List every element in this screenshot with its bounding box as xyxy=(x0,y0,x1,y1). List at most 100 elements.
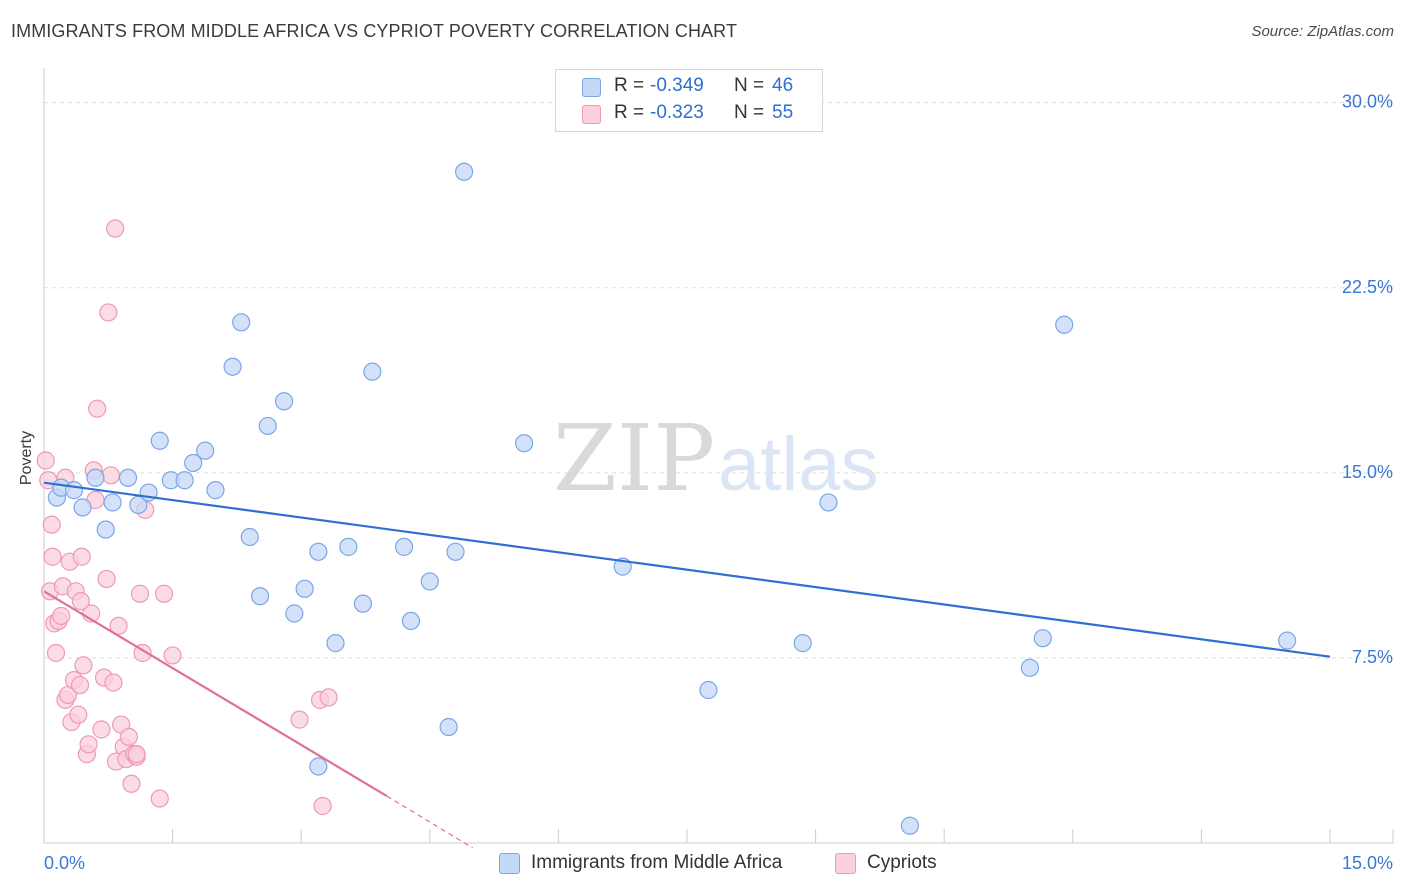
point-middle-africa xyxy=(274,392,294,411)
point-middle-africa xyxy=(326,634,345,653)
point-cypriots xyxy=(43,547,62,566)
stats-box: R = -0.349 N = 46 R = -0.323 N = 55 xyxy=(555,69,823,132)
point-middle-africa xyxy=(793,634,812,653)
x-tick-label: 15.0% xyxy=(1342,853,1393,873)
legend-label: Immigrants from Middle Africa xyxy=(531,852,783,873)
point-cypriots xyxy=(109,616,128,635)
chart-title: IMMIGRANTS FROM MIDDLE AFRICA VS CYPRIOT… xyxy=(11,21,738,41)
point-cypriots xyxy=(122,774,141,793)
point-middle-africa xyxy=(86,468,105,487)
point-middle-africa xyxy=(900,816,920,835)
legend-swatch-pink xyxy=(835,853,856,874)
y-tick-label: 7.5% xyxy=(1352,647,1393,667)
point-cypriots xyxy=(97,569,116,589)
tick-labels: 7.5% 15.0% 22.5% 30.0% 0.0% 15.0% xyxy=(44,92,1393,873)
n-label: N = xyxy=(734,75,765,96)
n-value: 46 xyxy=(772,75,794,96)
point-cypriots xyxy=(52,606,71,626)
watermark: ZIP atlas xyxy=(553,405,879,512)
point-cypriots xyxy=(319,688,338,707)
point-cypriots xyxy=(119,727,138,746)
point-middle-africa xyxy=(258,416,277,436)
pink-swatch xyxy=(582,105,601,124)
point-middle-africa xyxy=(515,434,534,453)
point-cypriots xyxy=(130,584,150,603)
point-middle-africa xyxy=(196,441,215,460)
data-points xyxy=(36,162,1297,835)
legend: Immigrants from Middle Africa Cypriots xyxy=(0,852,1406,878)
point-middle-africa xyxy=(223,357,242,376)
point-cypriots xyxy=(70,675,90,695)
trendline-cypriots-extension xyxy=(386,795,473,849)
point-cypriots xyxy=(46,643,66,663)
stats-row-pink: R = -0.323 N = 55 xyxy=(556,102,822,126)
point-middle-africa xyxy=(285,604,304,623)
point-middle-africa xyxy=(184,453,203,473)
watermark-zip: ZIP xyxy=(553,405,715,512)
trendline-middle-africa xyxy=(43,481,1331,658)
point-middle-africa xyxy=(819,493,838,512)
point-cypriots xyxy=(104,673,123,692)
point-cypriots xyxy=(36,451,55,470)
point-middle-africa xyxy=(439,717,458,737)
stats-row-blue: R = -0.349 N = 46 xyxy=(556,75,822,99)
y-tick-label: 15.0% xyxy=(1342,462,1393,482)
point-middle-africa xyxy=(232,313,251,332)
point-cypriots xyxy=(154,584,174,603)
point-middle-africa xyxy=(240,527,259,547)
y-axis-label: Poverty xyxy=(18,430,35,486)
point-middle-africa xyxy=(454,162,474,181)
point-cypriots xyxy=(88,399,107,418)
point-middle-africa xyxy=(1278,631,1297,650)
r-value: -0.349 xyxy=(650,75,704,96)
point-middle-africa xyxy=(420,572,439,591)
point-cypriots xyxy=(79,735,98,754)
watermark-atlas: atlas xyxy=(718,422,879,507)
point-cypriots xyxy=(69,705,88,724)
n-value: 55 xyxy=(772,102,794,123)
point-middle-africa xyxy=(103,493,122,512)
point-middle-africa xyxy=(1020,658,1040,677)
point-middle-africa xyxy=(96,520,115,539)
point-middle-africa xyxy=(363,362,382,381)
blue-swatch xyxy=(582,78,601,97)
r-value: -0.323 xyxy=(650,102,704,123)
legend-swatch-blue xyxy=(499,853,520,874)
point-middle-africa xyxy=(73,498,92,517)
x-tick-label: 0.0% xyxy=(44,853,85,873)
point-middle-africa xyxy=(206,481,225,500)
r-label: R = xyxy=(614,102,645,123)
point-middle-africa xyxy=(309,542,328,561)
point-middle-africa xyxy=(353,594,373,613)
legend-label: Cypriots xyxy=(867,852,937,873)
point-middle-africa xyxy=(699,680,718,700)
point-middle-africa xyxy=(394,537,414,556)
r-label: R = xyxy=(614,75,645,96)
point-cypriots xyxy=(150,789,169,808)
point-cypriots xyxy=(92,720,111,739)
point-cypriots xyxy=(106,219,125,238)
trend-lines xyxy=(43,481,1331,849)
source-credit: Source: ZipAtlas.com xyxy=(1251,23,1394,40)
y-tick-label: 30.0% xyxy=(1342,92,1393,112)
point-cypriots xyxy=(99,303,118,322)
point-middle-africa xyxy=(309,757,328,776)
point-middle-africa xyxy=(1055,315,1074,334)
point-middle-africa xyxy=(250,587,270,606)
point-middle-africa xyxy=(118,468,138,487)
point-middle-africa xyxy=(175,471,194,490)
point-cypriots xyxy=(313,796,332,816)
point-cypriots xyxy=(101,466,120,485)
point-middle-africa xyxy=(150,431,169,450)
point-middle-africa xyxy=(339,537,358,556)
point-cypriots xyxy=(127,745,146,764)
point-middle-africa xyxy=(295,579,314,598)
trendline-cypriots xyxy=(43,590,388,798)
point-middle-africa xyxy=(446,542,465,561)
point-cypriots xyxy=(74,656,93,675)
point-cypriots xyxy=(72,547,91,566)
point-middle-africa xyxy=(401,611,421,631)
point-cypriots xyxy=(42,515,61,534)
point-cypriots xyxy=(163,646,182,665)
